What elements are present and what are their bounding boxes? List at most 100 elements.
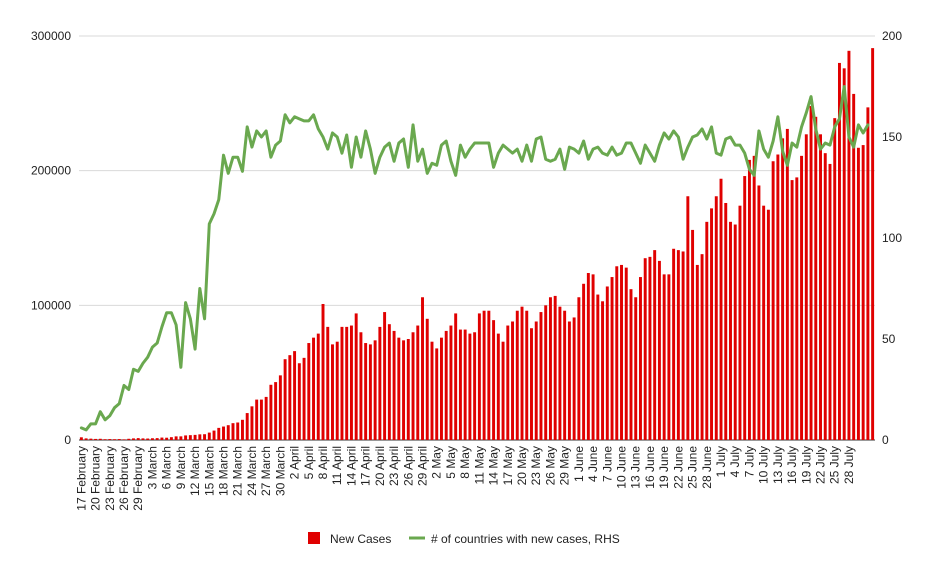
bar[interactable]: [861, 145, 865, 440]
bar[interactable]: [719, 178, 723, 440]
bar[interactable]: [667, 274, 671, 440]
bar[interactable]: [747, 159, 751, 441]
bar[interactable]: [653, 250, 657, 440]
bar[interactable]: [785, 128, 789, 441]
bar[interactable]: [492, 320, 496, 440]
bar[interactable]: [534, 321, 538, 440]
bar[interactable]: [245, 413, 249, 440]
line-path[interactable]: [79, 85, 870, 432]
bar[interactable]: [340, 326, 344, 440]
bar[interactable]: [567, 321, 571, 440]
bar[interactable]: [160, 437, 164, 440]
bar[interactable]: [828, 163, 832, 440]
bar[interactable]: [169, 437, 173, 440]
bar[interactable]: [193, 434, 197, 440]
bar[interactable]: [487, 310, 491, 440]
bar[interactable]: [150, 438, 154, 440]
bar[interactable]: [473, 332, 477, 440]
bar[interactable]: [714, 196, 718, 440]
bar[interactable]: [454, 313, 458, 440]
bar[interactable]: [132, 438, 135, 440]
bar[interactable]: [411, 332, 415, 440]
bar[interactable]: [766, 209, 770, 440]
bar[interactable]: [762, 205, 766, 440]
bar[interactable]: [511, 321, 515, 440]
bar[interactable]: [610, 277, 614, 440]
bar[interactable]: [349, 325, 353, 440]
bar[interactable]: [463, 329, 467, 440]
bar[interactable]: [743, 176, 747, 440]
bar[interactable]: [458, 329, 462, 440]
bar[interactable]: [582, 283, 586, 440]
bar[interactable]: [373, 340, 377, 440]
bar[interactable]: [387, 324, 391, 440]
bar[interactable]: [672, 248, 676, 440]
bar[interactable]: [165, 437, 169, 440]
bar[interactable]: [312, 337, 316, 440]
bar[interactable]: [122, 439, 126, 440]
bar[interactable]: [819, 134, 822, 440]
bar[interactable]: [444, 330, 448, 440]
bar[interactable]: [615, 266, 619, 440]
bar[interactable]: [255, 399, 259, 440]
bar[interactable]: [141, 438, 145, 440]
bar[interactable]: [207, 432, 211, 440]
bar[interactable]: [648, 256, 652, 440]
bar[interactable]: [283, 359, 287, 440]
bar[interactable]: [331, 344, 334, 440]
bar[interactable]: [539, 312, 543, 440]
bar[interactable]: [236, 422, 240, 440]
bar[interactable]: [117, 439, 121, 440]
bar[interactable]: [288, 355, 292, 440]
bar[interactable]: [274, 382, 278, 440]
legend-item-countries[interactable]: # of countries with new cases, RHS: [409, 532, 620, 546]
bar[interactable]: [364, 343, 368, 440]
bar[interactable]: [302, 357, 306, 440]
bar[interactable]: [108, 439, 112, 440]
bar[interactable]: [269, 384, 273, 440]
bar[interactable]: [345, 326, 349, 440]
bar[interactable]: [188, 435, 192, 440]
bar[interactable]: [553, 295, 557, 440]
bar[interactable]: [530, 328, 533, 440]
bar[interactable]: [174, 436, 178, 440]
bar[interactable]: [425, 318, 429, 440]
bar[interactable]: [146, 438, 150, 440]
bar[interactable]: [620, 264, 623, 440]
bar[interactable]: [316, 333, 320, 440]
bar[interactable]: [217, 427, 221, 440]
bar[interactable]: [681, 251, 685, 440]
bar[interactable]: [439, 337, 443, 440]
bar[interactable]: [84, 438, 88, 440]
bar[interactable]: [226, 425, 230, 440]
bar[interactable]: [662, 274, 666, 440]
bar[interactable]: [624, 267, 628, 440]
bar[interactable]: [729, 221, 732, 440]
bar[interactable]: [700, 254, 704, 440]
bar[interactable]: [113, 439, 117, 440]
bar[interactable]: [259, 399, 263, 440]
bar[interactable]: [222, 426, 225, 440]
bar[interactable]: [847, 50, 851, 441]
bar[interactable]: [421, 297, 424, 440]
bar[interactable]: [804, 134, 808, 440]
bar[interactable]: [871, 48, 875, 441]
bar[interactable]: [724, 202, 728, 440]
bar[interactable]: [477, 313, 481, 440]
bar[interactable]: [307, 343, 311, 440]
bar[interactable]: [643, 258, 647, 440]
bar[interactable]: [596, 294, 600, 440]
bar[interactable]: [572, 317, 576, 440]
bar[interactable]: [809, 106, 813, 440]
bar[interactable]: [795, 177, 799, 440]
bar[interactable]: [98, 438, 102, 440]
bar[interactable]: [837, 62, 841, 440]
bar[interactable]: [378, 326, 382, 440]
bar[interactable]: [297, 363, 301, 440]
bar[interactable]: [212, 430, 216, 440]
bar[interactable]: [814, 116, 818, 441]
bar[interactable]: [501, 341, 505, 440]
bar[interactable]: [392, 330, 396, 440]
bar[interactable]: [591, 274, 595, 440]
bar[interactable]: [179, 436, 183, 440]
